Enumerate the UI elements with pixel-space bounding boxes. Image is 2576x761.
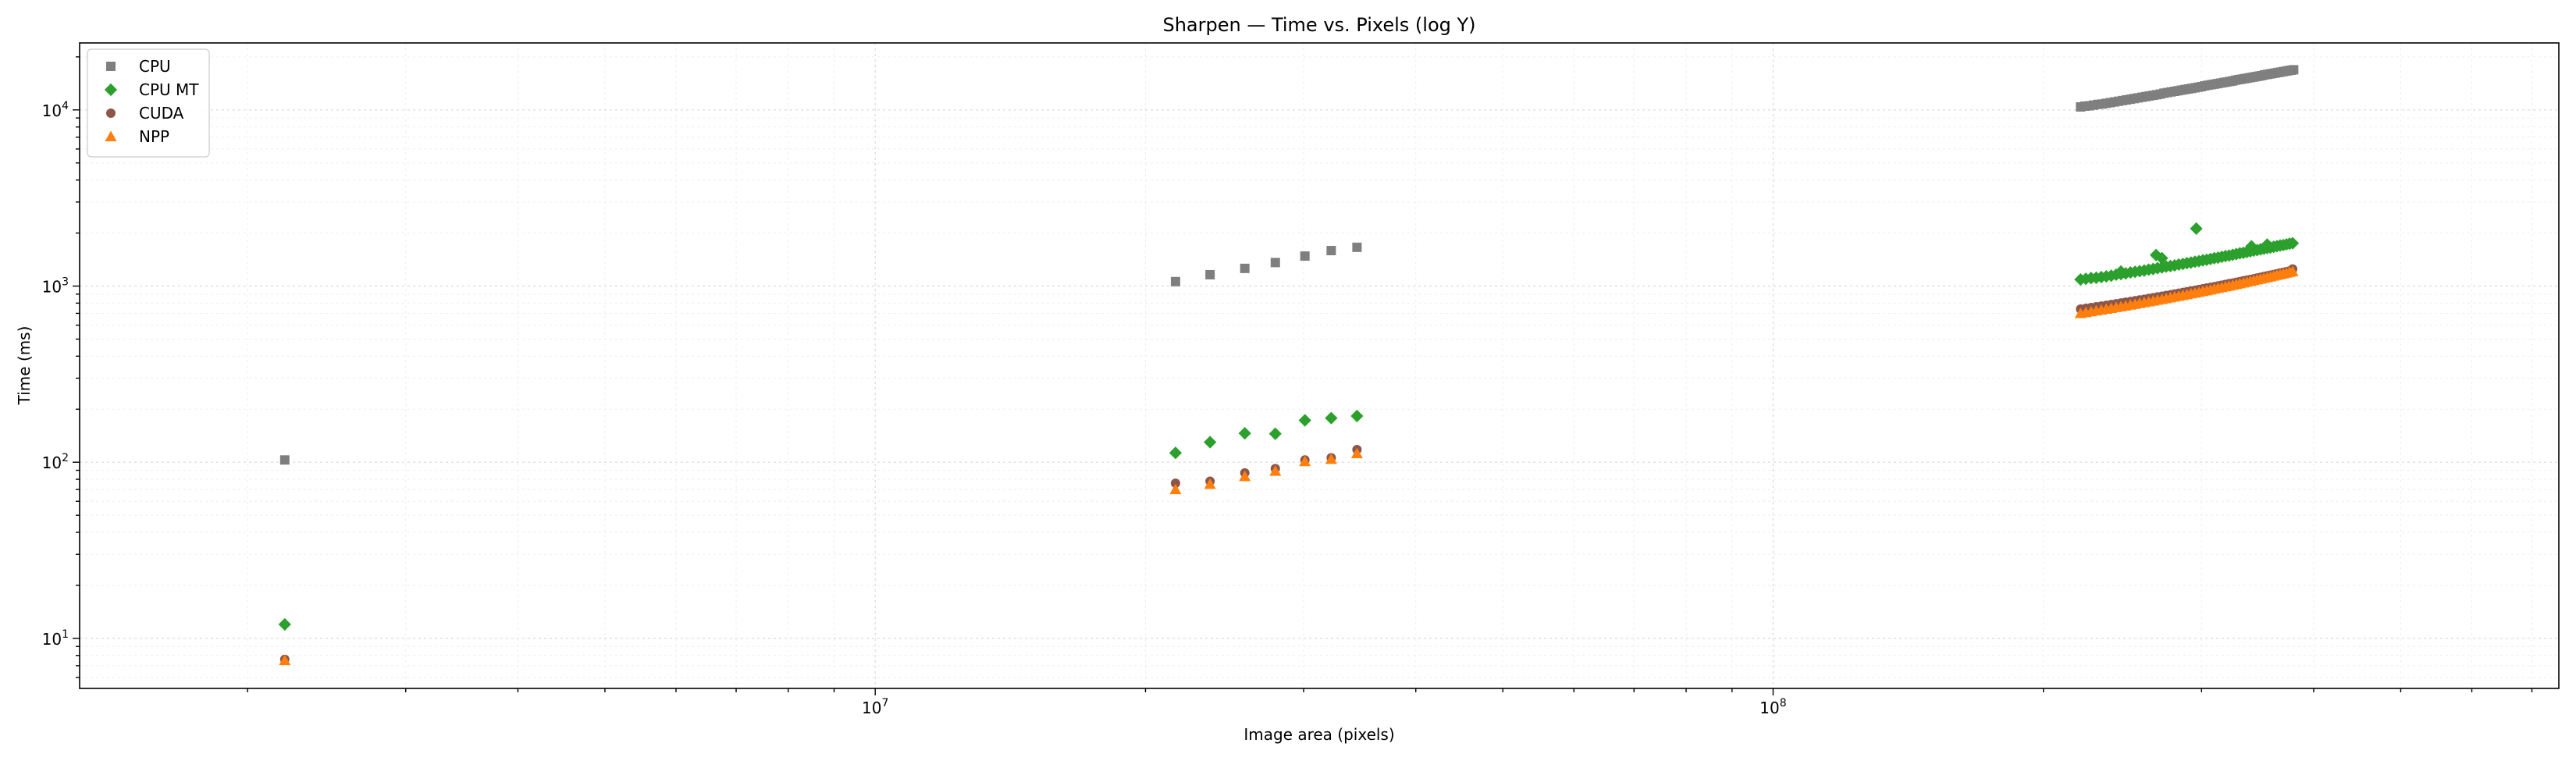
point-cpu bbox=[279, 455, 290, 465]
legend-label-cpu: CPU bbox=[139, 57, 171, 76]
point-cpu-mt bbox=[1350, 409, 1364, 423]
point-npp bbox=[1269, 465, 1282, 476]
point-cpu bbox=[1352, 242, 1362, 252]
point-cpu bbox=[1326, 246, 1336, 256]
x-axis-label: Image area (pixels) bbox=[1244, 725, 1394, 744]
series-cpu bbox=[279, 65, 2299, 465]
data-points bbox=[278, 65, 2300, 666]
legend-marker-npp bbox=[105, 130, 117, 141]
legend-marker-cuda bbox=[106, 108, 116, 118]
point-npp bbox=[1325, 453, 1337, 464]
legend-marker-cpu bbox=[106, 62, 116, 71]
point-cpu-mt bbox=[278, 617, 291, 631]
point-cpu-mt bbox=[1169, 446, 1183, 460]
point-npp bbox=[2286, 265, 2299, 276]
point-cpu-mt bbox=[2286, 236, 2300, 250]
point-cpu-mt bbox=[1325, 411, 1338, 425]
point-cpu bbox=[1170, 276, 1180, 286]
point-cpu-mt bbox=[2245, 240, 2258, 253]
point-cpu-mt bbox=[2114, 265, 2128, 278]
point-cpu-mt bbox=[2261, 238, 2274, 251]
point-npp bbox=[1169, 483, 1182, 495]
legend-label-npp: NPP bbox=[139, 127, 169, 146]
legend: CPU CPU MT CUDA NPP bbox=[87, 48, 210, 158]
y-tick-label: 101 bbox=[42, 628, 69, 649]
y-tick-label: 104 bbox=[42, 100, 69, 120]
grid bbox=[80, 43, 2559, 688]
point-npp bbox=[1350, 447, 1363, 459]
point-cpu-mt bbox=[2190, 222, 2203, 235]
legend-label-cpu-mt: CPU MT bbox=[139, 80, 199, 99]
point-cpu-mt bbox=[1268, 427, 1282, 440]
y-tick-label: 102 bbox=[42, 452, 69, 472]
point-cpu-mt bbox=[1298, 414, 1311, 427]
point-npp bbox=[1299, 455, 1311, 467]
point-cpu bbox=[1205, 269, 1215, 279]
series-npp bbox=[279, 265, 2299, 666]
point-cpu-mt bbox=[1238, 427, 1251, 440]
legend-marker-cpu-mt bbox=[104, 83, 118, 97]
y-axis-label: Time (ms) bbox=[15, 326, 34, 406]
legend-label-cuda: CUDA bbox=[139, 104, 184, 123]
legend-box bbox=[87, 48, 210, 158]
y-tick-label: 103 bbox=[42, 276, 69, 297]
point-npp bbox=[1239, 470, 1251, 482]
point-cpu bbox=[1270, 258, 1280, 268]
chart-title: Sharpen — Time vs. Pixels (log Y) bbox=[1162, 14, 1475, 36]
point-cpu bbox=[1300, 251, 1310, 261]
point-cuda bbox=[1170, 478, 1180, 489]
point-cpu bbox=[1240, 263, 1250, 273]
point-npp bbox=[1204, 478, 1216, 489]
series-cpu-mt bbox=[278, 222, 2300, 631]
axes: 107 108 101 102 103 104 bbox=[42, 56, 2533, 717]
point-cpu-mt bbox=[2155, 251, 2169, 265]
point-cpu bbox=[2289, 65, 2299, 75]
plot-frame bbox=[79, 42, 2560, 689]
point-npp bbox=[279, 654, 291, 666]
x-tick-label: 107 bbox=[862, 697, 888, 717]
x-tick-label: 108 bbox=[1759, 697, 1786, 717]
point-cpu-mt bbox=[1204, 436, 1217, 449]
